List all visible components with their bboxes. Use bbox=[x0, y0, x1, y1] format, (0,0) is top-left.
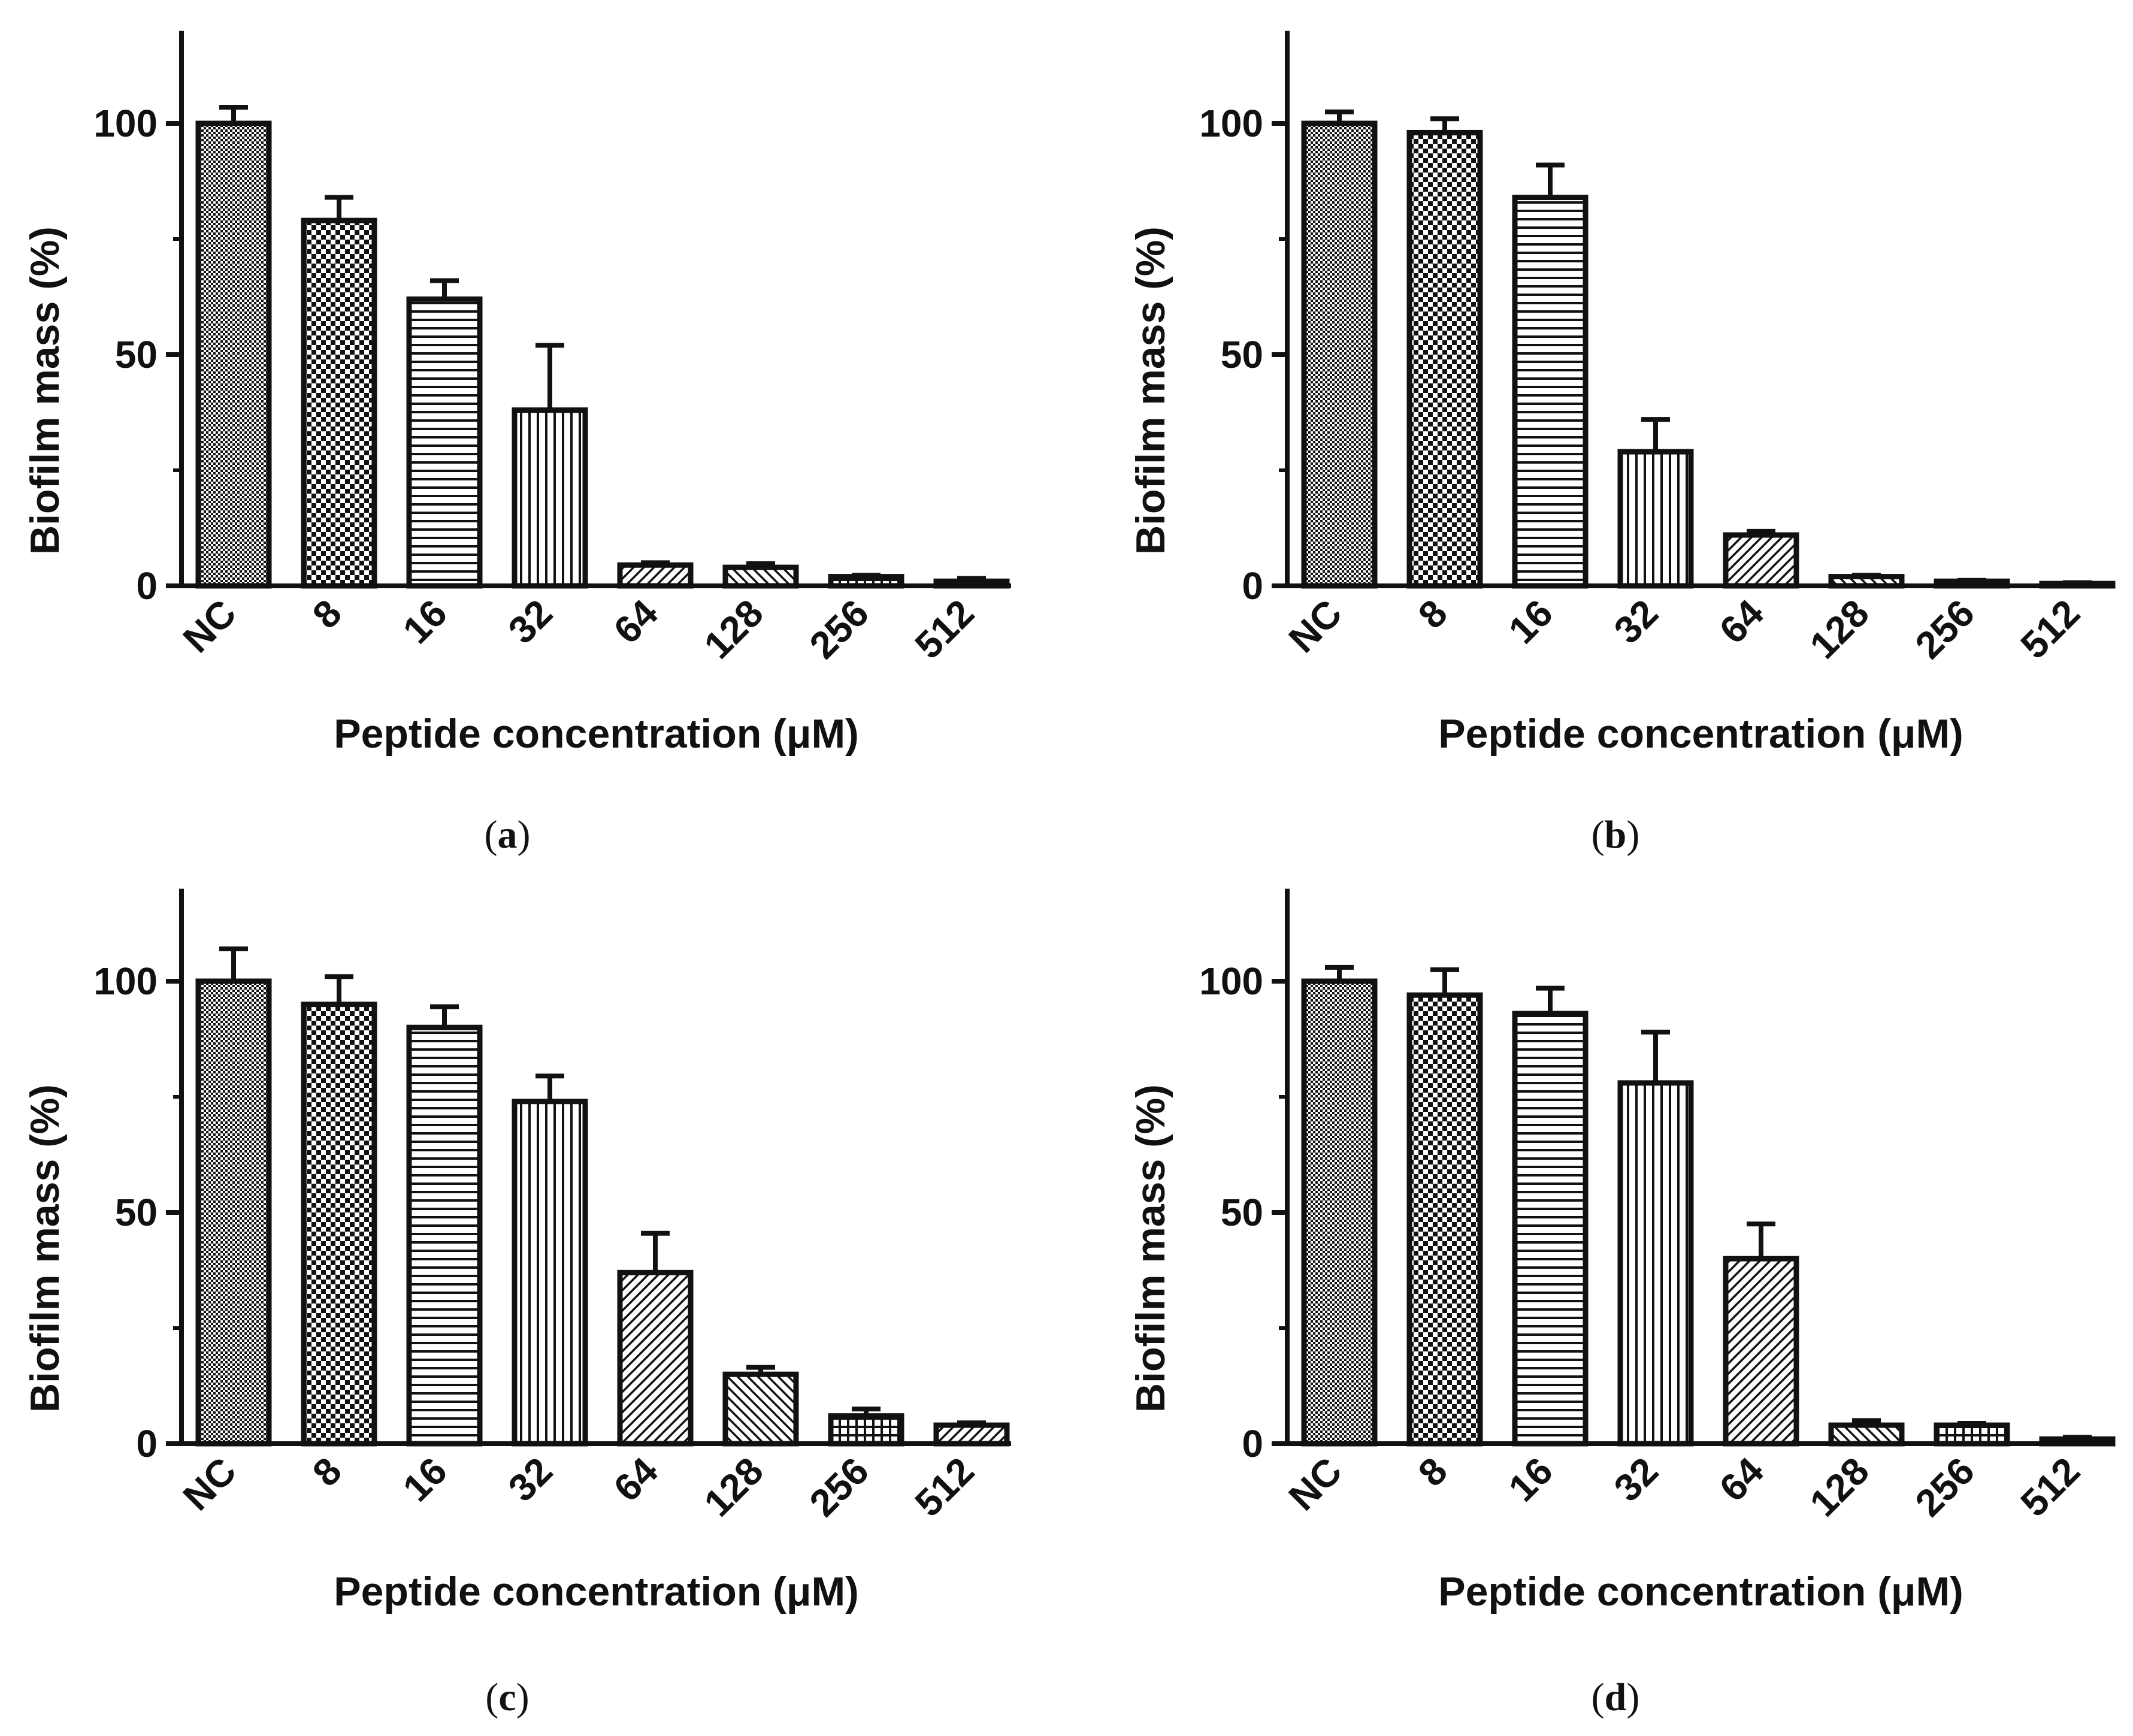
bar-8 bbox=[1406, 992, 1483, 1447]
caption-open: ( bbox=[485, 1675, 498, 1719]
bar-32 bbox=[512, 1099, 588, 1447]
x-tick-label: 512 bbox=[906, 1449, 982, 1525]
caption-letter: c bbox=[498, 1675, 516, 1719]
chart-panel-c: NC 8 16 32 64 128 256 512 0 50 100 Peptide concentr… bbox=[22, 888, 1011, 1719]
x-tick-label: NC bbox=[1281, 591, 1350, 661]
bar-128 bbox=[1828, 1422, 1905, 1447]
bar-16 bbox=[1512, 1011, 1589, 1447]
bar-8 bbox=[301, 1002, 377, 1447]
x-tick-label: 64 bbox=[606, 1449, 667, 1510]
x-axis-title: Peptide concentration (μM) bbox=[1438, 1569, 1963, 1614]
y-axis-title: Biofilm mass (%) bbox=[1128, 1084, 1173, 1413]
caption-close: ) bbox=[1626, 813, 1639, 857]
caption-open: ( bbox=[1592, 813, 1605, 857]
y-tick-label: 0 bbox=[1242, 1422, 1263, 1465]
bar-128 bbox=[722, 564, 799, 589]
x-axis-title: Peptide concentration (μM) bbox=[334, 711, 859, 757]
y-tick-label: 50 bbox=[1221, 1191, 1263, 1234]
y-tick-label: 100 bbox=[93, 102, 158, 145]
x-axis-title: Peptide concentration (μM) bbox=[334, 1569, 859, 1614]
x-tick-label: 512 bbox=[906, 591, 982, 667]
bar-8 bbox=[1406, 129, 1483, 589]
bar-16 bbox=[406, 296, 483, 589]
bar-16 bbox=[1512, 195, 1589, 589]
bar-64 bbox=[617, 1269, 694, 1447]
bar-256 bbox=[1934, 1422, 2010, 1447]
caption-letter: a bbox=[498, 813, 518, 857]
y-tick-label: 0 bbox=[136, 1422, 158, 1465]
bar-64 bbox=[1723, 532, 1799, 589]
bar-NC bbox=[195, 120, 272, 589]
x-tick-label: 16 bbox=[395, 591, 455, 652]
bar-16 bbox=[406, 1024, 483, 1447]
x-tick-label: 64 bbox=[1711, 1449, 1772, 1510]
x-tick-label: 128 bbox=[695, 591, 771, 667]
panel-caption: (d) bbox=[1592, 1675, 1640, 1719]
panel-caption: (a) bbox=[485, 813, 531, 857]
x-tick-label: 32 bbox=[1606, 1449, 1666, 1510]
y-tick-label: 0 bbox=[136, 564, 158, 607]
x-tick-label: 256 bbox=[1907, 591, 1982, 667]
x-tick-label: 256 bbox=[801, 591, 876, 667]
bar-32 bbox=[1617, 1080, 1694, 1447]
x-tick-label: 16 bbox=[1500, 591, 1561, 652]
x-tick-label: 8 bbox=[1410, 1449, 1456, 1495]
x-tick-label: 64 bbox=[606, 591, 667, 652]
x-tick-label: 32 bbox=[500, 591, 561, 652]
bar-32 bbox=[512, 407, 588, 589]
panel-caption: (b) bbox=[1592, 813, 1640, 857]
x-tick-label: NC bbox=[175, 591, 244, 661]
y-axis-title: Biofilm mass (%) bbox=[22, 226, 68, 555]
bar-256 bbox=[828, 1413, 904, 1447]
x-tick-label: 512 bbox=[2012, 591, 2087, 667]
caption-close: ) bbox=[516, 1675, 530, 1719]
caption-close: ) bbox=[518, 813, 531, 857]
bar-NC bbox=[1301, 120, 1378, 589]
x-tick-label: 256 bbox=[1907, 1449, 1982, 1525]
bar-128 bbox=[722, 1371, 799, 1447]
x-tick-label: 8 bbox=[304, 1449, 350, 1495]
y-tick-label: 50 bbox=[115, 333, 158, 376]
caption-close: ) bbox=[1626, 1675, 1639, 1719]
bar-64 bbox=[617, 562, 694, 589]
x-tick-label: 128 bbox=[695, 1449, 771, 1525]
y-tick-label: 100 bbox=[1199, 102, 1263, 145]
y-axis-title: Biofilm mass (%) bbox=[1128, 226, 1173, 555]
x-tick-label: 128 bbox=[1801, 1449, 1877, 1525]
chart-panel-a: NC 8 16 32 64 128 256 512 0 50 100 Peptide concentr… bbox=[22, 31, 1011, 857]
bar-32 bbox=[1617, 449, 1694, 589]
x-tick-label: 16 bbox=[1500, 1449, 1561, 1510]
x-tick-label: 16 bbox=[395, 1449, 455, 1510]
x-tick-label: 8 bbox=[304, 591, 350, 637]
y-tick-label: 100 bbox=[1199, 960, 1263, 1003]
bar-8 bbox=[301, 217, 377, 589]
x-tick-label: 32 bbox=[500, 1449, 561, 1510]
caption-letter: b bbox=[1605, 813, 1627, 857]
x-axis-title: Peptide concentration (μM) bbox=[1438, 711, 1963, 757]
x-tick-label: NC bbox=[1281, 1449, 1350, 1519]
y-axis-title: Biofilm mass (%) bbox=[22, 1084, 68, 1413]
x-tick-label: 8 bbox=[1410, 591, 1456, 637]
bar-NC bbox=[1301, 978, 1378, 1447]
caption-letter: d bbox=[1605, 1675, 1627, 1719]
x-tick-label: 128 bbox=[1801, 591, 1877, 667]
y-tick-label: 50 bbox=[115, 1191, 158, 1234]
y-tick-label: 0 bbox=[1242, 564, 1263, 607]
chart-panel-b: NC 8 16 32 64 128 256 512 0 50 100 Peptide concentr… bbox=[1128, 31, 2116, 857]
panel-caption: (c) bbox=[485, 1675, 529, 1719]
chart-panel-d: NC 8 16 32 64 128 256 512 0 50 100 Peptide concentr… bbox=[1128, 888, 2116, 1719]
bar-64 bbox=[1723, 1256, 1799, 1447]
y-tick-label: 100 bbox=[93, 960, 158, 1003]
x-tick-label: 64 bbox=[1711, 591, 1772, 652]
y-tick-label: 50 bbox=[1221, 333, 1263, 376]
x-tick-label: 32 bbox=[1606, 591, 1666, 652]
caption-open: ( bbox=[485, 813, 498, 857]
caption-open: ( bbox=[1592, 1675, 1605, 1719]
bar-NC bbox=[195, 978, 272, 1447]
x-tick-label: 256 bbox=[801, 1449, 876, 1525]
x-tick-label: NC bbox=[175, 1449, 244, 1519]
bar-512 bbox=[933, 1422, 1010, 1447]
x-tick-label: 512 bbox=[2012, 1449, 2087, 1525]
